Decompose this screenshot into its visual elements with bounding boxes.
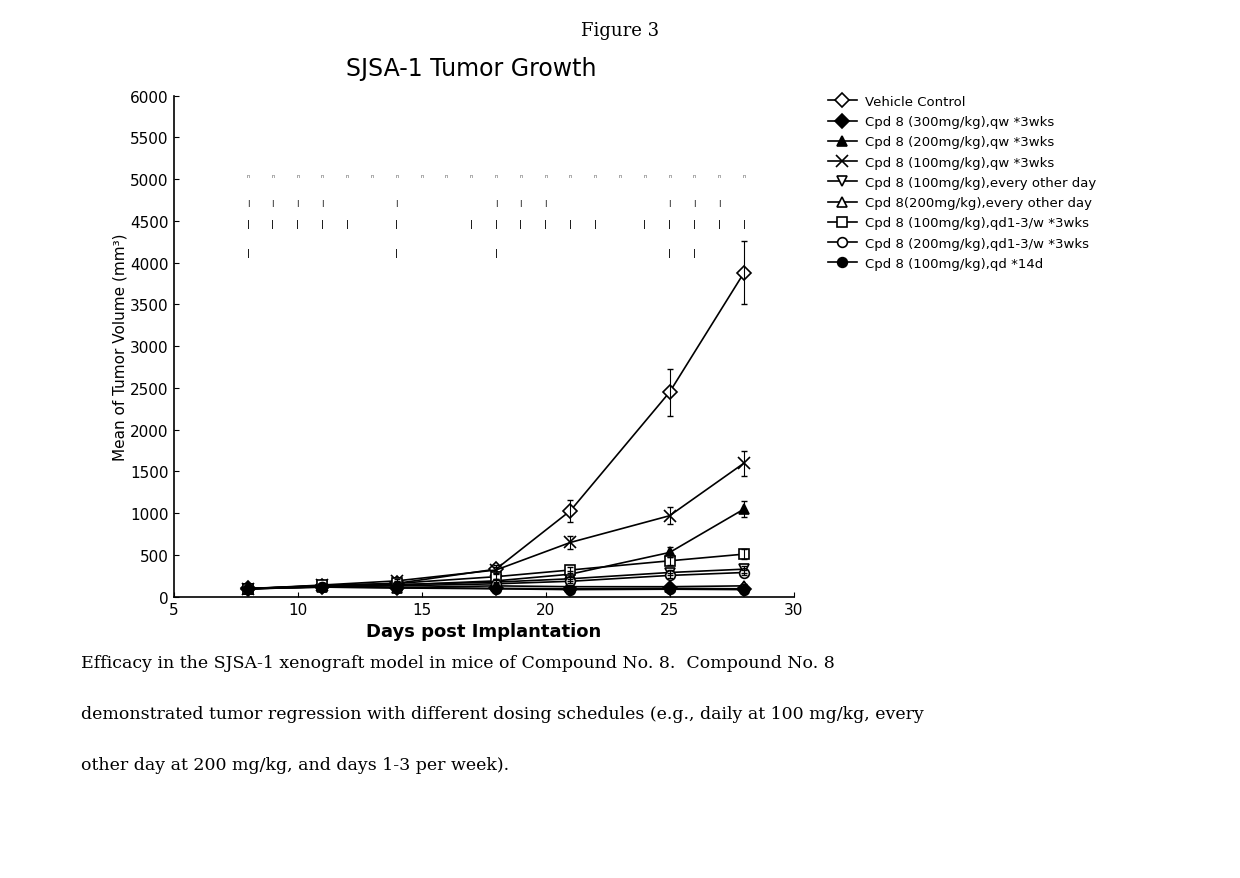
Text: |: | <box>718 199 720 206</box>
Text: Figure 3: Figure 3 <box>580 22 660 40</box>
Text: n: n <box>420 173 423 178</box>
Text: |: | <box>272 220 274 228</box>
Text: |: | <box>321 220 324 228</box>
Text: |: | <box>520 199 522 206</box>
Text: |: | <box>470 220 472 228</box>
Text: |: | <box>247 248 249 257</box>
Text: n: n <box>321 173 324 178</box>
Text: n: n <box>272 173 274 178</box>
X-axis label: Days post Implantation: Days post Implantation <box>366 623 601 640</box>
Text: n: n <box>569 173 572 178</box>
Text: n: n <box>371 173 373 178</box>
Text: |: | <box>743 220 745 228</box>
Text: n: n <box>520 173 522 178</box>
Text: n: n <box>718 173 720 178</box>
Text: |: | <box>495 248 497 257</box>
Text: |: | <box>668 199 671 206</box>
Text: |: | <box>718 220 720 228</box>
Text: Efficacy in the SJSA-1 xenograft model in mice of Compound No. 8.  Compound No. : Efficacy in the SJSA-1 xenograft model i… <box>81 654 835 671</box>
Text: n: n <box>445 173 448 178</box>
Text: n: n <box>619 173 621 178</box>
Text: |: | <box>272 199 274 206</box>
Text: |: | <box>495 220 497 228</box>
Text: n: n <box>396 173 398 178</box>
Text: n: n <box>743 173 745 178</box>
Text: n: n <box>544 173 547 178</box>
Text: |: | <box>346 220 348 228</box>
Text: n: n <box>346 173 348 178</box>
Text: n: n <box>668 173 671 178</box>
Text: n: n <box>247 173 249 178</box>
Text: n: n <box>470 173 472 178</box>
Text: |: | <box>396 220 398 228</box>
Y-axis label: Mean of Tumor Volume (mm³): Mean of Tumor Volume (mm³) <box>113 234 128 460</box>
Text: n: n <box>495 173 497 178</box>
Text: n: n <box>594 173 596 178</box>
Text: |: | <box>693 220 696 228</box>
Legend: Vehicle Control, Cpd 8 (300mg/kg),qw *3wks, Cpd 8 (200mg/kg),qw *3wks, Cpd 8 (10: Vehicle Control, Cpd 8 (300mg/kg),qw *3w… <box>825 93 1099 273</box>
Text: |: | <box>247 199 249 206</box>
Text: n: n <box>644 173 646 178</box>
Text: n: n <box>693 173 696 178</box>
Text: SJSA-1 Tumor Growth: SJSA-1 Tumor Growth <box>346 57 596 81</box>
Text: |: | <box>396 248 398 257</box>
Text: |: | <box>569 220 572 228</box>
Text: |: | <box>544 199 547 206</box>
Text: |: | <box>693 248 696 257</box>
Text: n: n <box>296 173 299 178</box>
Text: demonstrated tumor regression with different dosing schedules (e.g., daily at 10: demonstrated tumor regression with diffe… <box>81 705 924 722</box>
Text: |: | <box>594 220 596 228</box>
Text: |: | <box>396 199 398 206</box>
Text: |: | <box>644 220 646 228</box>
Text: |: | <box>321 199 324 206</box>
Text: |: | <box>668 248 671 257</box>
Text: |: | <box>495 199 497 206</box>
Text: |: | <box>693 199 696 206</box>
Text: |: | <box>668 220 671 228</box>
Text: other day at 200 mg/kg, and days 1-3 per week).: other day at 200 mg/kg, and days 1-3 per… <box>81 756 508 773</box>
Text: |: | <box>247 220 249 228</box>
Text: |: | <box>520 220 522 228</box>
Text: |: | <box>296 220 299 228</box>
Text: |: | <box>544 220 547 228</box>
Text: |: | <box>296 199 299 206</box>
